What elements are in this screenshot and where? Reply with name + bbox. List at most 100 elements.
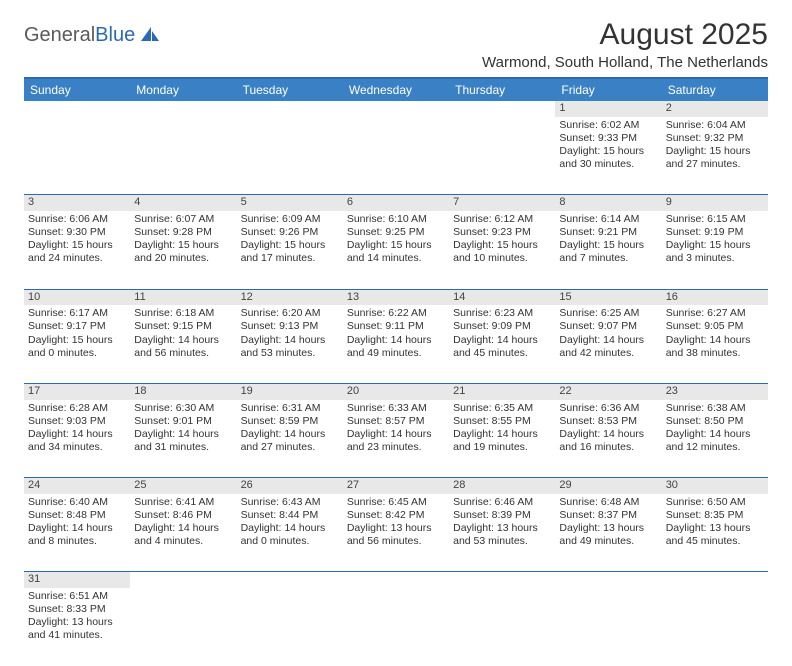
- day-number-cell: [343, 572, 449, 588]
- day-cell: Sunrise: 6:06 AMSunset: 9:30 PMDaylight:…: [24, 211, 130, 289]
- sunset: Sunset: 8:44 PM: [241, 509, 339, 522]
- day-header: Monday: [130, 78, 236, 101]
- day-number-cell: [130, 572, 236, 588]
- sunset: Sunset: 9:23 PM: [453, 226, 551, 239]
- day-cell: [237, 588, 343, 666]
- sunset: Sunset: 8:59 PM: [241, 415, 339, 428]
- daylight: Daylight: 14 hours and 53 minutes.: [241, 334, 339, 360]
- daylight: Daylight: 14 hours and 12 minutes.: [666, 428, 764, 454]
- daylight: Daylight: 13 hours and 53 minutes.: [453, 522, 551, 548]
- day-number-cell: 12: [237, 289, 343, 305]
- sunrise: Sunrise: 6:33 AM: [347, 402, 445, 415]
- day-number-cell: 4: [130, 195, 236, 211]
- day-cell: [130, 117, 236, 195]
- day-number-cell: 3: [24, 195, 130, 211]
- week-row: Sunrise: 6:40 AMSunset: 8:48 PMDaylight:…: [24, 494, 768, 572]
- sunset: Sunset: 9:26 PM: [241, 226, 339, 239]
- day-cell: Sunrise: 6:31 AMSunset: 8:59 PMDaylight:…: [237, 400, 343, 478]
- daylight: Daylight: 14 hours and 38 minutes.: [666, 334, 764, 360]
- day-number-cell: 29: [555, 478, 661, 494]
- daylight: Daylight: 15 hours and 24 minutes.: [28, 239, 126, 265]
- sunset: Sunset: 9:03 PM: [28, 415, 126, 428]
- sunset: Sunset: 9:07 PM: [559, 320, 657, 333]
- day-cell: Sunrise: 6:40 AMSunset: 8:48 PMDaylight:…: [24, 494, 130, 572]
- day-cell: Sunrise: 6:15 AMSunset: 9:19 PMDaylight:…: [662, 211, 768, 289]
- day-number-cell: 19: [237, 383, 343, 399]
- day-number-cell: 8: [555, 195, 661, 211]
- sunrise: Sunrise: 6:20 AM: [241, 307, 339, 320]
- day-number-cell: 13: [343, 289, 449, 305]
- daylight: Daylight: 15 hours and 20 minutes.: [134, 239, 232, 265]
- daylight: Daylight: 15 hours and 7 minutes.: [559, 239, 657, 265]
- sunrise: Sunrise: 6:17 AM: [28, 307, 126, 320]
- sunset: Sunset: 9:05 PM: [666, 320, 764, 333]
- day-header: Thursday: [449, 78, 555, 101]
- day-number-cell: [555, 572, 661, 588]
- daylight: Daylight: 15 hours and 0 minutes.: [28, 334, 126, 360]
- daynum-row: 3456789: [24, 195, 768, 211]
- day-cell: Sunrise: 6:14 AMSunset: 9:21 PMDaylight:…: [555, 211, 661, 289]
- sunrise: Sunrise: 6:14 AM: [559, 213, 657, 226]
- day-number-cell: 15: [555, 289, 661, 305]
- day-cell: Sunrise: 6:22 AMSunset: 9:11 PMDaylight:…: [343, 305, 449, 383]
- day-number-cell: 9: [662, 195, 768, 211]
- sunrise: Sunrise: 6:10 AM: [347, 213, 445, 226]
- sunset: Sunset: 8:46 PM: [134, 509, 232, 522]
- day-cell: Sunrise: 6:45 AMSunset: 8:42 PMDaylight:…: [343, 494, 449, 572]
- week-row: Sunrise: 6:28 AMSunset: 9:03 PMDaylight:…: [24, 400, 768, 478]
- day-cell: [24, 117, 130, 195]
- day-number-cell: [662, 572, 768, 588]
- day-cell: Sunrise: 6:41 AMSunset: 8:46 PMDaylight:…: [130, 494, 236, 572]
- sunrise: Sunrise: 6:22 AM: [347, 307, 445, 320]
- daylight: Daylight: 14 hours and 19 minutes.: [453, 428, 551, 454]
- day-cell: Sunrise: 6:46 AMSunset: 8:39 PMDaylight:…: [449, 494, 555, 572]
- daylight: Daylight: 14 hours and 34 minutes.: [28, 428, 126, 454]
- sunrise: Sunrise: 6:07 AM: [134, 213, 232, 226]
- sunrise: Sunrise: 6:50 AM: [666, 496, 764, 509]
- sunset: Sunset: 9:25 PM: [347, 226, 445, 239]
- day-cell: Sunrise: 6:27 AMSunset: 9:05 PMDaylight:…: [662, 305, 768, 383]
- day-number-cell: 23: [662, 383, 768, 399]
- day-cell: Sunrise: 6:02 AMSunset: 9:33 PMDaylight:…: [555, 117, 661, 195]
- day-number-cell: 26: [237, 478, 343, 494]
- week-row: Sunrise: 6:17 AMSunset: 9:17 PMDaylight:…: [24, 305, 768, 383]
- logo-text-blue: Blue: [95, 24, 135, 47]
- daynum-row: 17181920212223: [24, 383, 768, 399]
- sunrise: Sunrise: 6:31 AM: [241, 402, 339, 415]
- sunrise: Sunrise: 6:15 AM: [666, 213, 764, 226]
- sunrise: Sunrise: 6:04 AM: [666, 119, 764, 132]
- day-cell: Sunrise: 6:23 AMSunset: 9:09 PMDaylight:…: [449, 305, 555, 383]
- sail-icon: [139, 25, 161, 43]
- sunset: Sunset: 9:30 PM: [28, 226, 126, 239]
- day-cell: Sunrise: 6:51 AMSunset: 8:33 PMDaylight:…: [24, 588, 130, 666]
- day-number-cell: 17: [24, 383, 130, 399]
- daylight: Daylight: 14 hours and 49 minutes.: [347, 334, 445, 360]
- daylight: Daylight: 15 hours and 3 minutes.: [666, 239, 764, 265]
- daynum-row: 12: [24, 101, 768, 117]
- sunrise: Sunrise: 6:40 AM: [28, 496, 126, 509]
- day-cell: Sunrise: 6:43 AMSunset: 8:44 PMDaylight:…: [237, 494, 343, 572]
- day-number-cell: 28: [449, 478, 555, 494]
- day-number-cell: [449, 101, 555, 117]
- day-number-cell: 2: [662, 101, 768, 117]
- day-number-cell: 21: [449, 383, 555, 399]
- sunrise: Sunrise: 6:25 AM: [559, 307, 657, 320]
- day-cell: [237, 117, 343, 195]
- day-cell: Sunrise: 6:17 AMSunset: 9:17 PMDaylight:…: [24, 305, 130, 383]
- day-cell: Sunrise: 6:35 AMSunset: 8:55 PMDaylight:…: [449, 400, 555, 478]
- sunset: Sunset: 8:55 PM: [453, 415, 551, 428]
- day-number-cell: 31: [24, 572, 130, 588]
- day-cell: [449, 588, 555, 666]
- sunrise: Sunrise: 6:46 AM: [453, 496, 551, 509]
- day-cell: Sunrise: 6:04 AMSunset: 9:32 PMDaylight:…: [662, 117, 768, 195]
- day-number-cell: 30: [662, 478, 768, 494]
- day-number-cell: [130, 101, 236, 117]
- calendar-table: SundayMondayTuesdayWednesdayThursdayFrid…: [24, 77, 768, 666]
- daylight: Daylight: 15 hours and 17 minutes.: [241, 239, 339, 265]
- daylight: Daylight: 13 hours and 41 minutes.: [28, 616, 126, 642]
- day-cell: Sunrise: 6:50 AMSunset: 8:35 PMDaylight:…: [662, 494, 768, 572]
- day-number-cell: 27: [343, 478, 449, 494]
- day-cell: [662, 588, 768, 666]
- sunrise: Sunrise: 6:28 AM: [28, 402, 126, 415]
- sunset: Sunset: 9:32 PM: [666, 132, 764, 145]
